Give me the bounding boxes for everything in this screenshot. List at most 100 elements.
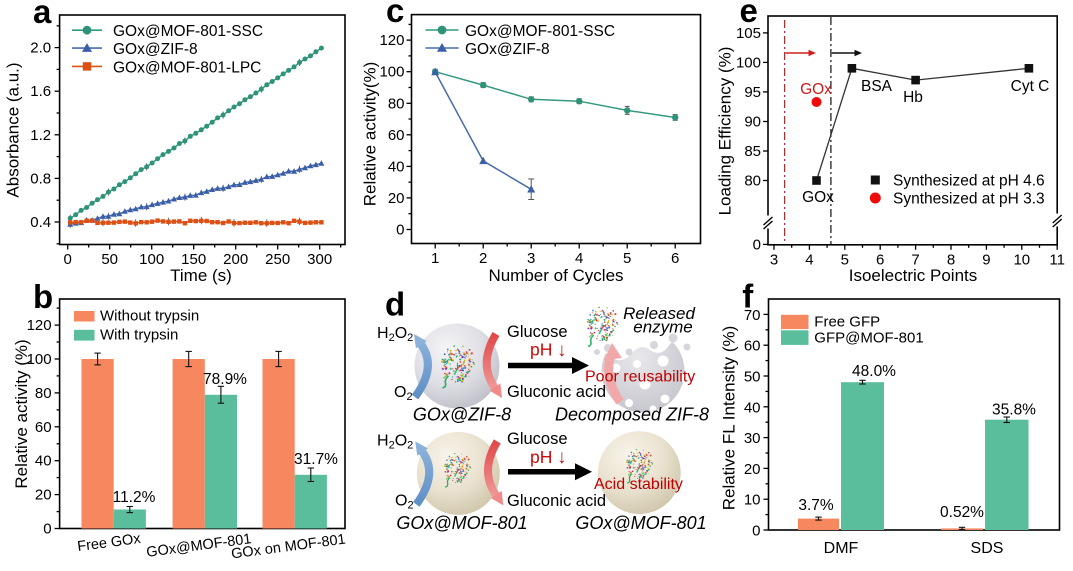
svg-text:1.6: 1.6	[30, 83, 51, 100]
svg-text:80: 80	[388, 95, 405, 112]
svg-text:100: 100	[736, 54, 761, 71]
svg-text:With trypsin: With trypsin	[100, 327, 178, 344]
svg-text:35.8%: 35.8%	[992, 402, 1036, 419]
svg-text:Without trypsin: Without trypsin	[100, 308, 199, 325]
svg-text:Free GOx: Free GOx	[76, 531, 142, 555]
svg-text:4: 4	[575, 250, 583, 267]
svg-text:200: 200	[223, 251, 248, 268]
svg-text:8: 8	[947, 252, 955, 269]
svg-text:0.8: 0.8	[30, 170, 51, 187]
svg-text:c: c	[386, 0, 404, 29]
svg-text:3: 3	[527, 250, 535, 267]
svg-text:20: 20	[35, 487, 52, 504]
svg-text:Poor reusability: Poor reusability	[585, 369, 695, 386]
svg-text:85: 85	[744, 143, 761, 160]
svg-text:9: 9	[982, 252, 990, 269]
svg-text:1: 1	[431, 250, 439, 267]
svg-text:2.0: 2.0	[30, 40, 51, 57]
svg-text:GOx@ZIF-8: GOx@ZIF-8	[465, 41, 550, 58]
svg-text:50: 50	[101, 251, 118, 268]
svg-text:f: f	[742, 278, 754, 315]
svg-text:30: 30	[744, 430, 761, 447]
svg-text:Synthesized at pH 3.3: Synthesized at pH 3.3	[893, 191, 1045, 208]
svg-text:5: 5	[623, 250, 631, 267]
svg-text:20: 20	[744, 461, 761, 478]
svg-text:0.52%: 0.52%	[940, 504, 984, 521]
svg-text:120: 120	[27, 317, 52, 334]
svg-text:78.9%: 78.9%	[203, 371, 247, 388]
svg-text:Time (s): Time (s)	[170, 266, 232, 285]
svg-text:3: 3	[770, 252, 778, 269]
svg-text:Decomposed ZIF-8: Decomposed ZIF-8	[555, 405, 709, 425]
svg-text:120: 120	[379, 32, 404, 49]
svg-text:0: 0	[396, 222, 404, 239]
svg-text:GOx@MOF-801: GOx@MOF-801	[396, 513, 527, 533]
svg-text:Isoelectric Points: Isoelectric Points	[849, 266, 978, 285]
svg-text:95: 95	[744, 84, 761, 101]
svg-text:0: 0	[64, 251, 72, 268]
svg-text:Loading Efficiency (%): Loading Efficiency (%)	[716, 47, 735, 216]
svg-text:Synthesized at pH 4.6: Synthesized at pH 4.6	[893, 173, 1045, 190]
svg-text:20: 20	[388, 190, 405, 207]
svg-text:50: 50	[744, 369, 761, 386]
svg-text:60: 60	[388, 127, 405, 144]
svg-text:40: 40	[744, 399, 761, 416]
svg-text:10: 10	[1013, 252, 1030, 269]
svg-text:Glucose: Glucose	[507, 430, 568, 448]
svg-text:Free GFP: Free GFP	[814, 314, 880, 331]
svg-text:O2: O2	[394, 384, 413, 403]
svg-text:Relative activity (%): Relative activity (%)	[12, 339, 31, 488]
svg-text:GOx@MOF-801-SSC: GOx@MOF-801-SSC	[113, 23, 263, 40]
svg-text:11: 11	[1049, 252, 1065, 269]
svg-text:b: b	[33, 278, 53, 315]
svg-text:DMF: DMF	[824, 540, 859, 557]
svg-text:100: 100	[139, 251, 164, 268]
svg-text:60: 60	[35, 419, 52, 436]
svg-text:GOx@MOF-801: GOx@MOF-801	[575, 513, 706, 533]
svg-text:Absorbance (a.u.): Absorbance (a.u.)	[3, 62, 22, 197]
svg-text:Relative activity(%): Relative activity(%)	[361, 62, 380, 207]
svg-text:H2O2: H2O2	[377, 433, 413, 452]
svg-text:5: 5	[841, 252, 849, 269]
svg-text:300: 300	[307, 251, 332, 268]
svg-text:6: 6	[671, 250, 679, 267]
svg-text:Glucose: Glucose	[507, 323, 568, 341]
svg-text:7: 7	[911, 252, 919, 269]
svg-text:4: 4	[805, 252, 813, 269]
svg-text:↓: ↓	[557, 340, 567, 361]
svg-text:250: 250	[265, 251, 290, 268]
svg-text:pH: pH	[530, 340, 552, 360]
svg-text:Number of Cycles: Number of Cycles	[488, 266, 623, 285]
svg-text:Gluconic acid: Gluconic acid	[507, 492, 606, 510]
svg-text:0.4: 0.4	[30, 214, 51, 231]
svg-text:70: 70	[744, 307, 761, 324]
svg-text:a: a	[33, 0, 52, 30]
svg-text:48.0%: 48.0%	[852, 363, 896, 380]
svg-text:150: 150	[181, 251, 206, 268]
svg-text:6: 6	[876, 252, 884, 269]
svg-text:GOx@MOF-801-SSC: GOx@MOF-801-SSC	[465, 23, 615, 40]
svg-text:e: e	[740, 0, 758, 29]
svg-text:pH: pH	[530, 447, 552, 467]
svg-text:1.2: 1.2	[30, 127, 51, 144]
svg-text:100: 100	[379, 64, 404, 81]
svg-text:Hb: Hb	[903, 89, 923, 106]
svg-text:GFP@MOF-801: GFP@MOF-801	[814, 330, 923, 347]
svg-text:2: 2	[479, 250, 487, 267]
svg-text:Gluconic acid: Gluconic acid	[507, 383, 606, 401]
svg-text:105: 105	[736, 25, 761, 42]
svg-text:Released: Released	[623, 304, 695, 323]
svg-text:10: 10	[744, 492, 761, 509]
svg-text:0: 0	[752, 523, 760, 540]
svg-text:31.7%: 31.7%	[294, 451, 338, 468]
svg-text:0: 0	[43, 521, 51, 538]
svg-text:O2: O2	[395, 493, 414, 512]
svg-text:SDS: SDS	[971, 540, 1004, 557]
svg-text:11.2%: 11.2%	[113, 489, 156, 506]
svg-text:40: 40	[35, 453, 52, 470]
svg-text:90: 90	[744, 114, 761, 131]
svg-text:80: 80	[35, 385, 52, 402]
svg-text:GOx@ZIF-8: GOx@ZIF-8	[113, 41, 198, 58]
svg-text:BSA: BSA	[861, 78, 893, 95]
svg-text:Acid stability: Acid stability	[594, 476, 683, 493]
